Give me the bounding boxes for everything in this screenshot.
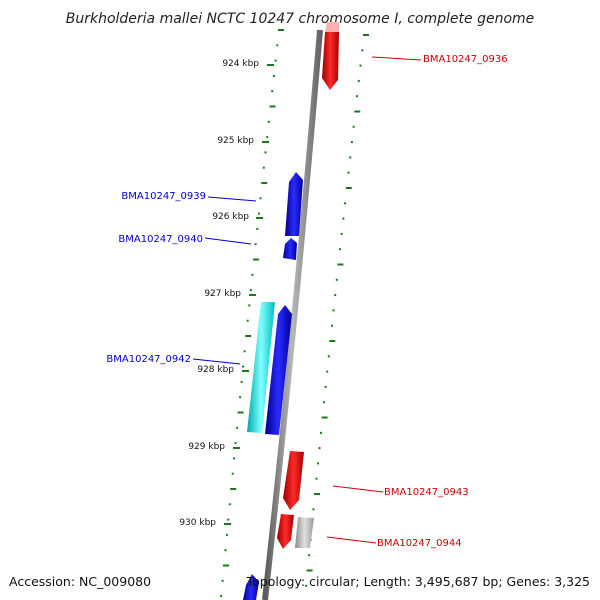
gene-label[interactable]: BMA10247_0939 <box>121 191 206 202</box>
gene-BMA10247_0944[interactable] <box>277 514 294 549</box>
gene-BMA10247_0936[interactable] <box>322 22 339 90</box>
gene-BMA10247_0942[interactable] <box>247 302 275 433</box>
inner-dotted-ring <box>220 29 284 598</box>
kbp-label: 929 kbp <box>188 442 225 452</box>
kbp-label: 926 kbp <box>212 212 249 222</box>
leader-line <box>326 536 377 544</box>
gene-label[interactable]: BMA10247_0936 <box>423 54 508 65</box>
genome-summary: Topology: circular; Length: 3,495,687 bp… <box>246 574 590 589</box>
map-title: Burkholderia mallei NCTC 10247 chromosom… <box>66 11 535 27</box>
kbp-ruler: 924 kbp 925 kbp 926 kbp 927 kbp 928 kbp … <box>179 59 274 528</box>
gene-BMA10247_0940[interactable] <box>283 238 297 260</box>
leader-line <box>207 196 257 202</box>
gene-BMA10247_0939[interactable] <box>285 172 303 236</box>
kbp-label: 930 kbp <box>179 518 216 528</box>
gene-BMA10247_0943[interactable] <box>283 451 304 510</box>
accession-text: Accession: NC_009080 <box>9 574 151 589</box>
genome-backbone <box>262 29 323 600</box>
kbp-label: 927 kbp <box>204 289 241 299</box>
leader-line <box>192 358 241 365</box>
gene-forward-bottom[interactable] <box>243 574 259 600</box>
kbp-label: 928 kbp <box>197 365 234 375</box>
leader-line <box>371 56 422 61</box>
kbp-label: 924 kbp <box>222 59 259 69</box>
gene-label[interactable]: BMA10247_0944 <box>377 538 462 549</box>
leader-line <box>332 485 384 493</box>
leader-line <box>204 237 252 245</box>
feature-grey[interactable] <box>295 517 314 548</box>
gene-forward-large[interactable] <box>265 305 292 435</box>
gene-label[interactable]: BMA10247_0942 <box>106 354 191 365</box>
kbp-label: 925 kbp <box>217 136 254 146</box>
gene-label[interactable]: BMA10247_0943 <box>384 487 469 498</box>
gene-label[interactable]: BMA10247_0940 <box>118 234 203 245</box>
